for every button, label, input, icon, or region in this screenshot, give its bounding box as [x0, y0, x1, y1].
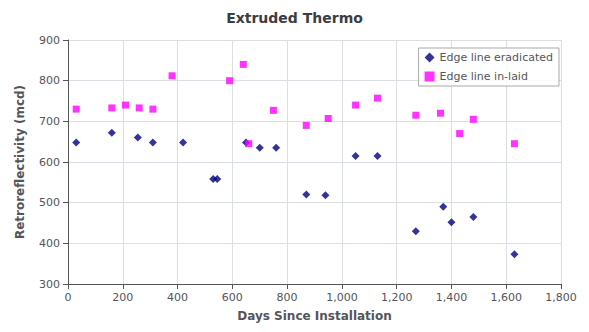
svg-text:0: 0: [65, 291, 72, 304]
svg-text:900: 900: [39, 34, 60, 47]
svg-text:Days Since Installation: Days Since Installation: [237, 309, 392, 323]
svg-text:Edge line eradicated: Edge line eradicated: [440, 51, 553, 64]
svg-text:600: 600: [39, 156, 60, 169]
svg-text:400: 400: [39, 237, 60, 250]
svg-text:1,800: 1,800: [545, 291, 577, 304]
svg-text:500: 500: [39, 196, 60, 209]
svg-text:700: 700: [39, 115, 60, 128]
svg-text:1,400: 1,400: [436, 291, 468, 304]
svg-text:1,600: 1,600: [490, 291, 521, 304]
svg-text:200: 200: [112, 291, 133, 304]
svg-text:300: 300: [39, 278, 60, 291]
svg-text:Edge line in-laid: Edge line in-laid: [440, 70, 528, 83]
svg-text:Retroreflectivity (mcd): Retroreflectivity (mcd): [13, 85, 27, 239]
svg-text:800: 800: [277, 291, 298, 304]
svg-text:Extruded Thermo: Extruded Thermo: [226, 10, 363, 26]
svg-text:1,000: 1,000: [326, 291, 358, 304]
svg-text:1,200: 1,200: [381, 291, 413, 304]
svg-text:600: 600: [222, 291, 243, 304]
svg-text:800: 800: [39, 74, 60, 87]
svg-text:400: 400: [167, 291, 188, 304]
